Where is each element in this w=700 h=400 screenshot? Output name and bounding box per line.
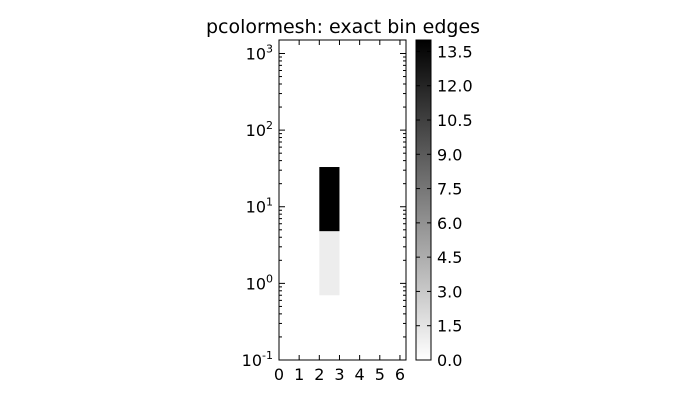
y-tick-label: 101: [246, 196, 273, 217]
colorbar-tick-label: 0.0: [437, 351, 462, 370]
colorbar-tick-label: 6.0: [437, 214, 462, 233]
heatmap-cells: [319, 167, 340, 296]
y-tick-label: 100: [246, 272, 273, 293]
colorbar-tick-label: 12.0: [437, 77, 473, 96]
x-tick-label: 4: [355, 365, 365, 384]
colorbar-gradient: [416, 40, 431, 360]
heatmap-cell-1: [319, 231, 340, 296]
y-tick-label: 102: [246, 119, 273, 140]
x-tick-label: 0: [274, 365, 284, 384]
y-axis: 10-1 100 101 102 103: [242, 42, 406, 370]
colorbar-tick-label: 10.5: [437, 111, 473, 130]
colorbar-tick-label: 4.5: [437, 248, 462, 267]
x-tick-label: 2: [314, 365, 324, 384]
x-tick-label: 5: [375, 365, 385, 384]
colorbar-tick-label: 13.5: [437, 42, 473, 61]
colorbar-tick-label: 3.0: [437, 282, 462, 301]
chart-title: pcolormesh: exact bin edges: [206, 16, 480, 38]
y-tick-label: 103: [246, 42, 273, 63]
colorbar-tick-label: 9.0: [437, 145, 462, 164]
x-tick-label: 6: [395, 365, 405, 384]
colorbar-tick-label: 1.5: [437, 317, 462, 336]
plot-area-frame: [278, 39, 407, 361]
y-tick-label: 10-1: [242, 349, 273, 370]
colorbar-tick-label: 7.5: [437, 180, 462, 199]
heatmap-cell-2: [319, 167, 340, 232]
x-tick-label: 1: [294, 365, 304, 384]
colorbar-axis: 0.0 1.5 3.0 4.5 6.0 7.5 9.0 10.5 12.0 13.5: [416, 42, 473, 370]
x-tick-label: 3: [334, 365, 344, 384]
colorbar-frame: [415, 39, 432, 361]
